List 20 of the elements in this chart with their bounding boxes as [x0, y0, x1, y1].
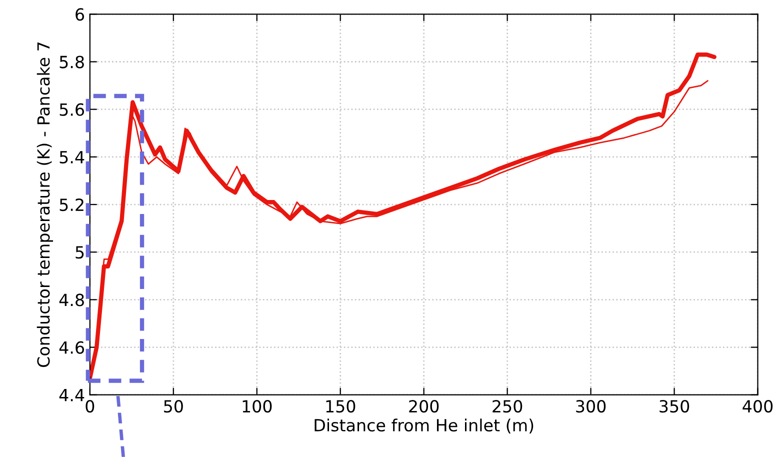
x-tick-label: 400: [742, 400, 773, 413]
x-tick-label: 250: [492, 400, 522, 413]
x-tick-label: 0: [86, 400, 94, 413]
x-axis-title: Distance from He inlet (m): [314, 418, 534, 434]
y-tick-label: 4.8: [59, 294, 84, 306]
x-tick-label: 100: [242, 400, 272, 413]
x-tick-label: 300: [576, 400, 606, 413]
y-tick-label: 6: [76, 8, 84, 21]
x-tick-label: 200: [409, 400, 439, 413]
x-tick-label: 150: [326, 400, 356, 413]
y-tick-label: 4.4: [59, 389, 84, 402]
y-tick-label: 5.8: [60, 56, 84, 68]
x-tick-label: 350: [660, 400, 690, 413]
y-axis-title: Conductor temperature (K) - Pancake 7: [36, 42, 54, 367]
y-tick-label: 5.4: [60, 151, 84, 164]
y-tick-label: 5: [76, 246, 84, 259]
y-tick-label: 4.6: [59, 341, 84, 354]
x-tick-label: 50: [164, 400, 183, 413]
y-tick-label: 5.6: [60, 103, 84, 116]
y-tick-label: 5.2: [60, 198, 84, 212]
